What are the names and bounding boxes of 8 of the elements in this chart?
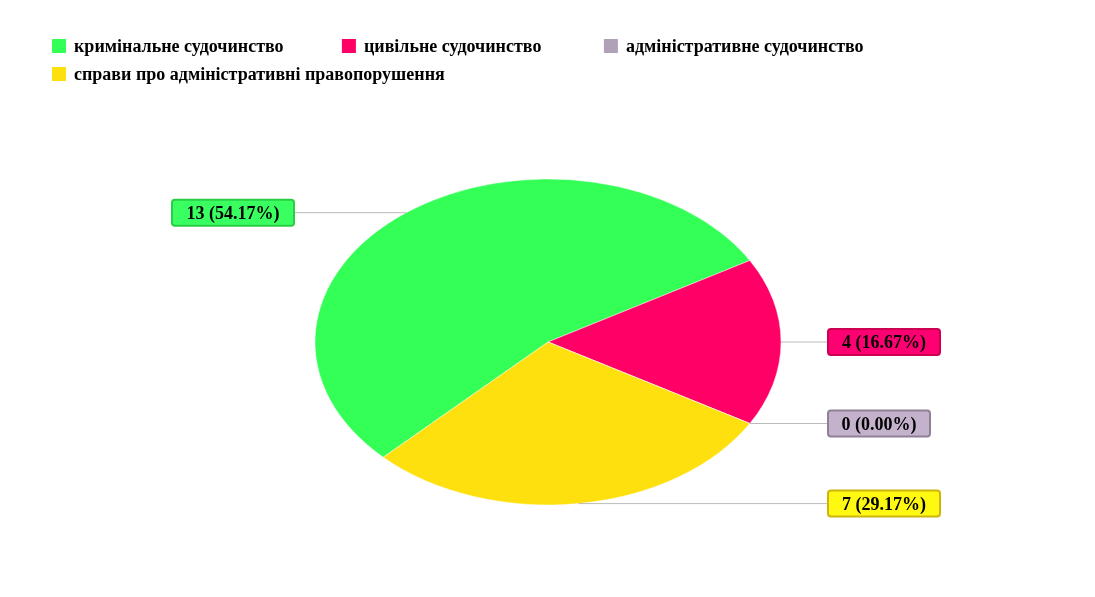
legend-label: справи про адміністративні правопорушення: [74, 64, 446, 84]
data-label: 13 (54.17%): [186, 202, 280, 224]
legend-label: адміністративне судочинство: [625, 36, 864, 56]
text: 0 (0.00%): [841, 413, 917, 434]
legend-label: кримінальне судочинство: [74, 36, 284, 56]
legend-label: цивільне судочинство: [363, 36, 542, 56]
data-label: 7 (29.17%): [842, 493, 926, 515]
data-label: 4 (16.67%): [842, 332, 926, 353]
